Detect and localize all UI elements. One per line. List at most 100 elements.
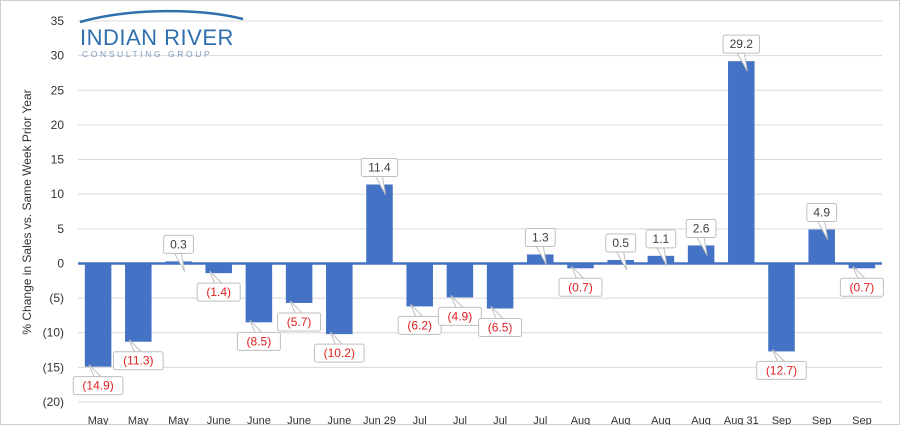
label-box [163,234,194,254]
bar [406,263,433,307]
data-label: 0.5 [605,233,637,271]
data-label: (1.4) [196,270,241,302]
x-tick-label: Sep [772,415,792,425]
y-tick-label: (15) [43,360,64,374]
y-tick-label: 35 [51,14,65,28]
x-tick-label: May [168,415,189,425]
bar [728,61,755,264]
label-box [314,343,365,363]
label-box [72,376,124,396]
x-tick-label: Aug [611,415,631,425]
data-label-text: (12.7) [766,363,797,377]
data-label-text: (5.7) [287,315,312,329]
data-label-text: 1.1 [653,232,670,246]
logo-subtitle: CONSULTING GROUP [82,49,212,59]
gridlines [78,20,882,403]
y-tick-label: 10 [51,187,65,201]
data-label: (8.5) [236,319,281,351]
x-tick-label: May [128,415,149,425]
y-tick-label: 25 [51,83,65,97]
bar [446,263,474,298]
label-box [196,282,241,302]
bar [205,263,232,274]
x-tick-label: Sep [852,415,872,425]
label-box [524,227,556,247]
y-tick-label: (20) [43,395,64,409]
x-tick-label: May [88,415,109,425]
label-box [722,34,760,54]
bar [567,263,594,269]
label-box [437,306,482,326]
y-tick-label: 15 [51,153,65,167]
data-label: 11.4 [360,157,399,195]
x-tick-label: Sep [812,415,832,425]
x-tick-labels: May May May June June June June Jun 29 Jul Jul Jul… [88,415,872,425]
data-label-text: (14.9) [82,379,113,393]
data-label-text: 1.3 [532,230,549,244]
y-axis-label: % Change in Sales vs. Same Week Prior Ye… [20,89,34,334]
label-box [645,229,677,249]
data-label-text: 29.2 [730,37,754,51]
data-label: 0.3 [163,234,194,272]
data-label-text: (1.4) [206,285,231,299]
label-box [277,312,322,332]
data-label: 4.9 [806,203,838,240]
data-label-text: 4.9 [813,206,830,220]
bar [366,184,393,264]
data-label: (12.7) [756,349,807,380]
data-label: 2.6 [685,218,717,256]
label-box [360,157,399,177]
y-tick-label: 20 [51,118,65,132]
y-tick-label: (5) [49,291,64,305]
label-box [839,277,884,297]
label-box [113,351,164,371]
y-tick-label: (10) [43,326,64,340]
logo-swoosh [79,9,244,24]
data-label: (0.7) [558,265,603,297]
data-label: 1.1 [645,229,677,267]
data-label: 29.2 [722,34,760,72]
bar [285,263,313,303]
data-label: (5.7) [277,300,322,332]
x-tick-label: June [247,415,271,425]
x-tick-label: Aug 31 [724,415,759,425]
company-logo: INDIAN RIVER CONSULTING GROUP [79,9,244,59]
y-tick-labels: 35 30 25 20 15 10 5 0 (5) (10) (15) (20) [43,14,65,409]
bar [768,263,795,352]
x-tick-label: Aug [571,415,591,425]
data-label: (6.5) [478,306,523,337]
bar [647,255,675,264]
bar [486,263,514,309]
data-label-text: (6.2) [407,318,432,332]
data-label-text: 2.6 [693,221,710,235]
data-label: (10.2) [314,331,365,363]
data-label-text: (0.7) [850,280,875,294]
label-box [236,331,281,351]
data-label-text: (0.7) [568,280,593,294]
x-tick-label: Aug [691,415,711,425]
label-box [756,360,807,380]
data-label-text: (8.5) [247,334,272,348]
bar [808,229,835,264]
bar [607,259,634,264]
bar [84,263,112,367]
data-label-text: 11.4 [368,160,391,174]
label-box [685,218,717,238]
bar [326,263,353,335]
bars [84,61,876,367]
bar [687,245,715,264]
x-tick-label: Jul [413,415,427,425]
label-box [605,233,637,253]
y-tick-label: 5 [57,222,64,236]
x-tick-label: June [327,415,351,425]
x-tick-label: Jul [493,415,507,425]
label-box [478,317,523,337]
y-tick-label: 0 [57,256,64,270]
data-labels: (14.9) (11.3) 0.3 (1.4) (8.5) (5.7) (10.2) 11.4… [72,34,884,396]
data-label: (14.9) [72,364,124,396]
bar [848,263,876,269]
data-label-text: (4.9) [448,309,473,323]
label-box [558,277,603,297]
